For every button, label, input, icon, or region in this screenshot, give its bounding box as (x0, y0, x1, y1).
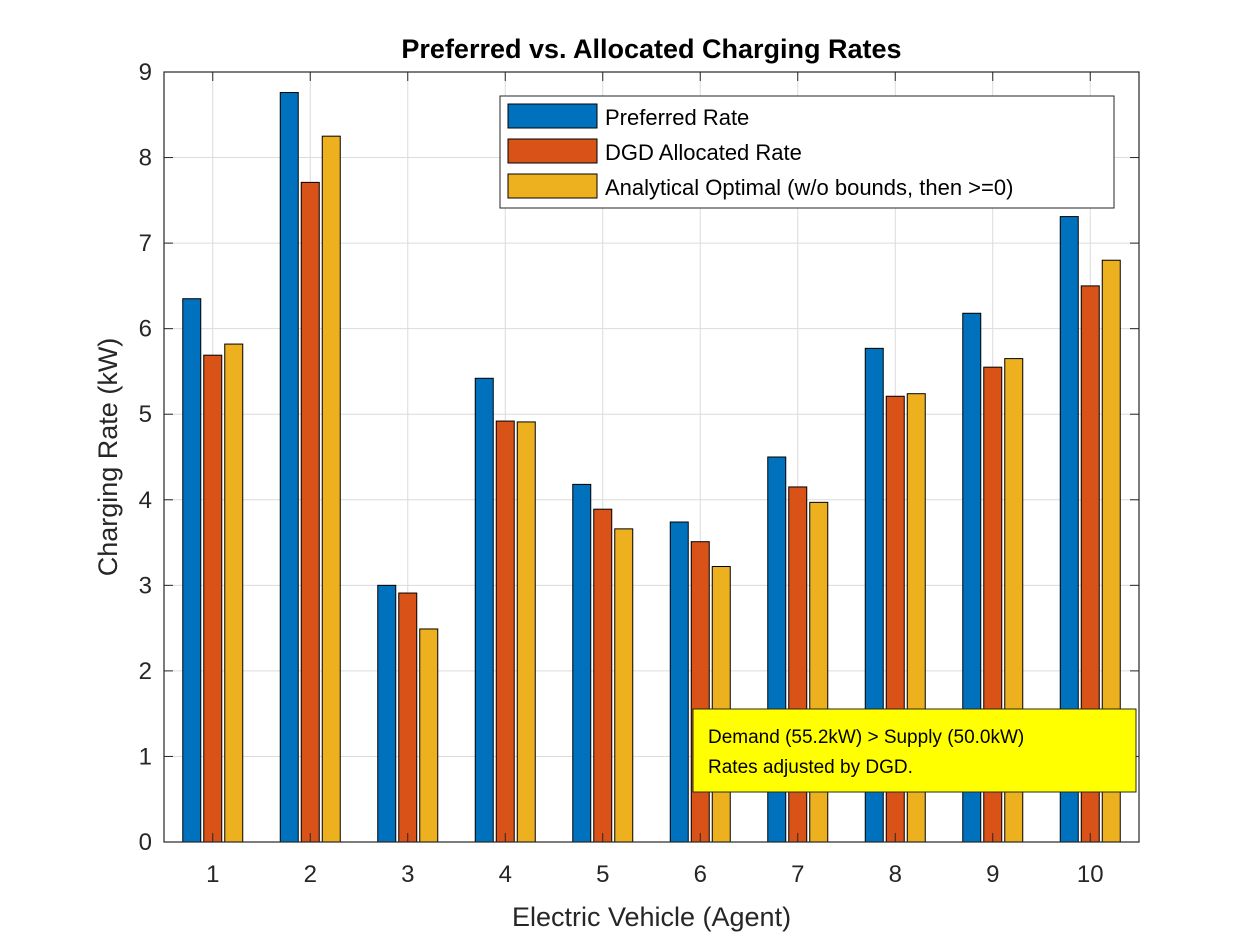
annotation-background (692, 708, 1137, 793)
y-tick-label: 6 (139, 316, 152, 343)
x-tick-label: 9 (986, 861, 999, 888)
bar-analytical-5 (614, 528, 634, 843)
y-tick-label: 3 (139, 572, 152, 599)
bar-analytical-1 (224, 343, 244, 843)
legend: Preferred Rate DGD Allocated Rate Analyt… (499, 95, 1115, 209)
y-tick-label: 2 (139, 658, 152, 685)
x-tick-labels: 1 2 3 4 5 6 7 8 9 10 (206, 861, 1104, 888)
legend-label-preferred: Preferred Rate (605, 105, 749, 130)
x-tick-label: 8 (889, 861, 902, 888)
x-axis-label: Electric Vehicle (Agent) (512, 902, 791, 932)
bar-analytical-6 (711, 566, 731, 843)
bar-dgd-3 (398, 592, 418, 843)
bar-analytical-4 (516, 421, 536, 843)
x-tick-label: 5 (596, 861, 609, 888)
x-tick-label: 7 (791, 861, 804, 888)
x-tick-label: 4 (499, 861, 512, 888)
y-tick-label: 1 (139, 743, 152, 770)
legend-swatch-analytical (507, 173, 598, 199)
bar-dgd-5 (593, 508, 613, 843)
bar-preferred-2 (279, 92, 299, 843)
legend-label-dgd: DGD Allocated Rate (605, 140, 802, 165)
legend-swatch-preferred (507, 103, 598, 129)
bar-dgd-2 (300, 181, 320, 843)
y-tick-label: 4 (139, 487, 152, 514)
bar-analytical-3 (419, 628, 439, 843)
bar-preferred-6 (669, 521, 689, 843)
y-tick-labels: 0 1 2 3 4 5 6 7 8 9 (139, 59, 152, 856)
annotation-box: Demand (55.2kW) > Supply (50.0kW) Rates … (692, 708, 1137, 793)
x-tick-label: 6 (694, 861, 707, 888)
bar-preferred-4 (474, 377, 494, 843)
x-tick-label: 1 (206, 861, 219, 888)
legend-label-analytical: Analytical Optimal (w/o bounds, then >=0… (605, 175, 1013, 200)
legend-box (499, 95, 1115, 209)
annotation-line-2: Rates adjusted by DGD. (708, 757, 913, 778)
y-tick-label: 7 (139, 230, 152, 257)
bar-preferred-3 (377, 584, 397, 843)
bar-preferred-5 (572, 483, 592, 843)
x-tick-label: 10 (1077, 861, 1104, 888)
y-tick-label: 9 (139, 59, 152, 86)
x-tick-label: 3 (401, 861, 414, 888)
bar-dgd-1 (203, 354, 223, 843)
legend-swatch-dgd (507, 138, 598, 164)
axis-ticks (164, 71, 1139, 843)
x-tick-label: 2 (304, 861, 317, 888)
y-axis-label: Charging Rate (kW) (93, 338, 123, 577)
y-tick-label: 5 (139, 401, 152, 428)
chart-title: Preferred vs. Allocated Charging Rates (401, 34, 901, 64)
plot-frame (163, 71, 1140, 843)
y-tick-label: 8 (139, 145, 152, 172)
bar-preferred-1 (182, 298, 202, 843)
bar-dgd-6 (690, 541, 710, 843)
bar-dgd-4 (495, 420, 515, 843)
bar-analytical-2 (321, 135, 341, 843)
y-tick-label: 0 (139, 829, 152, 856)
annotation-line-1: Demand (55.2kW) > Supply (50.0kW) (708, 727, 1024, 748)
